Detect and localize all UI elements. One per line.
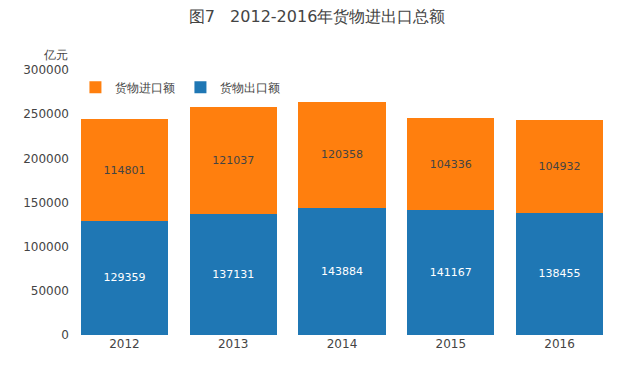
svg-text:2016: 2016: [544, 337, 575, 351]
svg-text:50000: 50000: [31, 284, 69, 298]
svg-text:141167: 141167: [430, 266, 472, 279]
svg-text:104932: 104932: [539, 160, 581, 173]
svg-text:图7 2012-2016年货物进出口总额: 图7 2012-2016年货物进出口总额: [189, 7, 446, 26]
svg-text:100000: 100000: [23, 240, 69, 254]
svg-text:0: 0: [61, 328, 69, 342]
svg-text:货物出口额: 货物出口额: [220, 81, 280, 95]
svg-text:250000: 250000: [23, 107, 69, 121]
svg-text:121037: 121037: [212, 154, 254, 167]
svg-text:300000: 300000: [23, 63, 69, 77]
svg-text:137131: 137131: [212, 268, 254, 281]
svg-text:2012: 2012: [109, 337, 140, 351]
svg-text:2013: 2013: [218, 337, 249, 351]
svg-text:2014: 2014: [327, 337, 358, 351]
svg-text:143884: 143884: [321, 265, 363, 278]
svg-text:138455: 138455: [539, 267, 581, 280]
svg-text:114801: 114801: [103, 164, 145, 177]
svg-text:150000: 150000: [23, 196, 69, 210]
svg-text:货物进口额: 货物进口额: [115, 81, 175, 95]
svg-text:129359: 129359: [103, 271, 145, 284]
svg-text:亿元: 亿元: [43, 48, 68, 62]
svg-text:2015: 2015: [436, 337, 467, 351]
svg-text:104336: 104336: [430, 158, 472, 171]
svg-text:120358: 120358: [321, 148, 363, 161]
svg-text:200000: 200000: [23, 152, 69, 166]
